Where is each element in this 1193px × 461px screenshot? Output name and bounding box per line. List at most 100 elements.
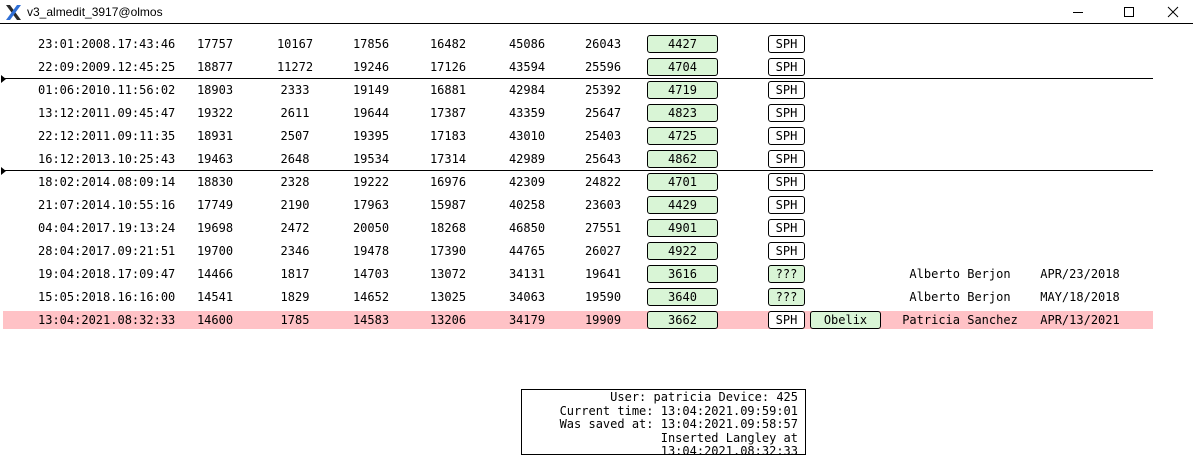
row-count-n6: 25647 (584, 106, 622, 120)
row-count-n5: 44765 (508, 244, 546, 258)
value-button[interactable]: 4901 (647, 219, 718, 237)
value-button[interactable]: 3616 (647, 265, 718, 283)
type-button[interactable]: SPH (768, 150, 805, 168)
row-user: Patricia Sanchez (902, 313, 1018, 327)
table-row[interactable]: 01:06:2010.11:56:02 18903 2333 19149 16881 42… (0, 79, 1193, 102)
row-count-n5: 43010 (508, 129, 546, 143)
row-user-date: MAY/18/2018 (1040, 290, 1120, 304)
status-current-time: Current time: 13:04:2021.09:59:01 (559, 403, 798, 418)
row-timestamp: 13:12:2011.09:45:47 (38, 106, 176, 120)
value-button[interactable]: 4862 (647, 150, 718, 168)
type-button[interactable]: SPH (768, 219, 805, 237)
type-button[interactable]: SPH (768, 196, 805, 214)
row-count-n4: 17387 (429, 106, 467, 120)
row-count-n2: 2190 (280, 198, 310, 212)
table-row[interactable]: 28:04:2017.09:21:51 19700 2346 19478 17390 44… (0, 240, 1193, 263)
value-button[interactable]: 3640 (647, 288, 718, 306)
value-button[interactable]: 4427 (647, 35, 718, 53)
row-count-n1: 17749 (196, 198, 234, 212)
title-bar: v3_almedit_3917@olmos (0, 0, 1193, 24)
table-row[interactable]: 19:04:2018.17:09:47 14466 1817 14703 13072 34… (0, 263, 1193, 286)
row-count-n2: 1829 (280, 290, 310, 304)
value-button[interactable]: 4922 (647, 242, 718, 260)
type-button[interactable]: SPH (768, 81, 805, 99)
row-user-date: APR/13/2021 (1040, 313, 1120, 327)
maximize-icon (1124, 7, 1134, 17)
row-count-n6: 23603 (584, 198, 622, 212)
value-button[interactable]: 4429 (647, 196, 718, 214)
type-button[interactable]: ??? (768, 288, 805, 306)
window-title: v3_almedit_3917@olmos (27, 5, 163, 19)
table-row[interactable]: 04:04:2017.19:13:24 19698 2472 20050 18268 46… (0, 217, 1193, 240)
row-count-n2: 2328 (280, 175, 310, 189)
value-button[interactable]: 4719 (647, 81, 718, 99)
row-count-n3: 19644 (352, 106, 390, 120)
value-button[interactable]: 4823 (647, 104, 718, 122)
status-panel: User: patricia Device: 425 Current time:… (521, 389, 806, 458)
row-count-n3: 14652 (352, 290, 390, 304)
status-saved-at: Was saved at: 13:04:2021.09:58:57 (559, 417, 798, 431)
table-row-selected[interactable]: 13:04:2021.08:32:33 14600 1785 14583 13206 34… (0, 309, 1193, 332)
row-count-n4: 13206 (429, 313, 467, 327)
row-count-n4: 17126 (429, 60, 467, 74)
row-count-n6: 26027 (584, 244, 622, 258)
type-button[interactable]: SPH (768, 35, 805, 53)
row-timestamp: 15:05:2018.16:16:00 (38, 290, 176, 304)
row-count-n6: 27551 (584, 221, 622, 235)
row-count-n6: 19641 (584, 267, 622, 281)
table-row[interactable]: 21:07:2014.10:55:16 17749 2190 17963 15987 40… (0, 194, 1193, 217)
type-button[interactable]: ??? (768, 265, 805, 283)
row-count-n1: 19700 (196, 244, 234, 258)
table-row[interactable]: 23:01:2008.17:43:46 17757 10167 17856 16482 4… (0, 33, 1193, 56)
close-icon (1167, 6, 1179, 18)
table-row[interactable]: 13:12:2011.09:45:47 19322 2611 19644 17387 43… (0, 102, 1193, 125)
row-count-n1: 14466 (196, 267, 234, 281)
value-button[interactable]: 4725 (647, 127, 718, 145)
row-timestamp: 04:04:2017.19:13:24 (38, 221, 176, 235)
row-count-n1: 19463 (196, 152, 234, 166)
type-button[interactable]: SPH (768, 311, 805, 329)
row-count-n4: 15987 (429, 198, 467, 212)
tag-button[interactable]: Obelix (810, 311, 881, 329)
row-timestamp: 28:04:2017.09:21:51 (38, 244, 176, 258)
row-count-n2: 2507 (280, 129, 310, 143)
row-count-n5: 34131 (508, 267, 546, 281)
row-count-n1: 17757 (196, 37, 234, 51)
table-row[interactable]: 15:05:2018.16:16:00 14541 1829 14652 13025 34… (0, 286, 1193, 309)
row-count-n3: 20050 (352, 221, 390, 235)
table-row[interactable]: 22:12:2011.09:11:35 18931 2507 19395 17183 43… (0, 125, 1193, 148)
row-count-n3: 19534 (352, 152, 390, 166)
table-row[interactable]: 16:12:2013.10:25:43 19463 2648 19534 17314 42… (0, 148, 1193, 171)
row-timestamp: 21:07:2014.10:55:16 (38, 198, 176, 212)
type-button[interactable]: SPH (768, 58, 805, 76)
value-button[interactable]: 3662 (647, 311, 718, 329)
minimize-button[interactable] (1055, 0, 1101, 24)
type-button[interactable]: SPH (768, 104, 805, 122)
type-button[interactable]: SPH (768, 173, 805, 191)
group-separator (1, 167, 1153, 175)
close-button[interactable] (1150, 0, 1193, 24)
row-count-n6: 19909 (584, 313, 622, 327)
row-count-n2: 10167 (276, 37, 314, 51)
table-row[interactable]: 18:02:2014.08:09:14 18830 2328 19222 16976 42… (0, 171, 1193, 194)
row-count-n3: 14703 (352, 267, 390, 281)
row-count-n2: 2472 (280, 221, 310, 235)
row-count-n2: 2333 (280, 83, 310, 97)
row-count-n4: 17314 (429, 152, 467, 166)
type-button[interactable]: SPH (768, 127, 805, 145)
status-inserted-langley: Inserted Langley at 13:04:2021.08:32:33 (660, 430, 798, 458)
value-button[interactable]: 4701 (647, 173, 718, 191)
row-count-n3: 17856 (352, 37, 390, 51)
maximize-button[interactable] (1106, 0, 1152, 24)
row-count-n6: 26043 (584, 37, 622, 51)
row-count-n6: 25403 (584, 129, 622, 143)
x-logo-icon (6, 5, 21, 20)
row-count-n4: 13025 (429, 290, 467, 304)
row-count-n5: 40258 (508, 198, 546, 212)
table-row[interactable]: 22:09:2009.12:45:25 18877 11272 19246 17126 4… (0, 56, 1193, 79)
row-count-n4: 18268 (429, 221, 467, 235)
row-count-n1: 19322 (196, 106, 234, 120)
status-user-device: User: patricia Device: 425 (610, 390, 798, 404)
value-button[interactable]: 4704 (647, 58, 718, 76)
type-button[interactable]: SPH (768, 242, 805, 260)
